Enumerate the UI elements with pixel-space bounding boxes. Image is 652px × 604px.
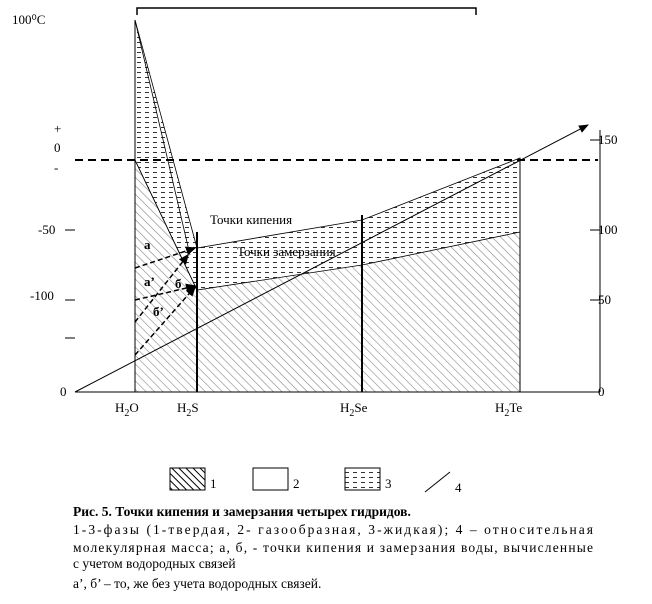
left-label: -100 — [30, 288, 54, 303]
point-label: б’ — [153, 304, 164, 319]
right-label: 50 — [598, 292, 611, 307]
sub: 2 — [186, 408, 191, 419]
mass-line — [74, 124, 589, 393]
point-label: б — [175, 276, 182, 291]
legend-swatch — [169, 467, 206, 491]
part: Se — [354, 400, 367, 415]
compound-labels: H2O H2S H2Se H2Te — [115, 400, 522, 419]
part: H — [495, 400, 504, 415]
bracket — [136, 7, 477, 15]
y-unit: 100⁰C — [12, 12, 45, 27]
caption-line: а’, б’ – то, же без учета водородных свя… — [73, 576, 321, 591]
right-label: 150 — [598, 132, 618, 147]
left-label: - — [54, 160, 58, 175]
legend-swatch — [424, 471, 451, 493]
legend-label: 2 — [293, 476, 300, 491]
caption-title: Рис. 5. Точки кипения и замерзания четыр… — [73, 504, 411, 519]
right-label: 0 — [598, 384, 605, 399]
point-label: а — [144, 237, 151, 252]
left-label: -50 — [38, 222, 55, 237]
part: O — [129, 400, 138, 415]
legend-label: 1 — [210, 476, 217, 491]
left-label: + — [54, 121, 61, 136]
sub: 2 — [349, 408, 354, 419]
part: H — [177, 400, 186, 415]
right-label: 100 — [598, 222, 618, 237]
solid-phase — [135, 160, 520, 392]
point-label: а’ — [144, 274, 155, 289]
sub: 2 — [124, 408, 129, 419]
part: S — [191, 400, 198, 415]
axes — [65, 130, 601, 393]
boiling-label: Точки кипения — [210, 212, 292, 227]
compound: H2Se — [340, 400, 368, 419]
part: H — [340, 400, 349, 415]
water-points — [134, 246, 197, 356]
part: H — [115, 400, 124, 415]
left-label: 0 — [60, 384, 67, 399]
legend-swatch — [344, 467, 381, 491]
caption-line: 1-3-фазы (1-твердая, 2- газообразная, 3-… — [73, 522, 593, 537]
legend-swatch — [252, 467, 289, 491]
caption-line: с учетом водородных связей — [73, 556, 236, 571]
legend-label: 4 — [455, 480, 462, 495]
legend-label: 3 — [385, 476, 392, 491]
legend: 1 2 3 4 — [169, 467, 462, 495]
compound: H2Te — [495, 400, 522, 419]
sub: 2 — [504, 408, 509, 419]
left-label: 0 — [54, 140, 61, 155]
boundary — [134, 159, 198, 291]
compound-lines — [134, 20, 521, 392]
compound: H2O — [115, 400, 139, 419]
part: Te — [509, 400, 522, 415]
compound: H2S — [177, 400, 199, 419]
caption-line: молекулярная масса; а, б, - точки кипени… — [73, 540, 593, 555]
boundary — [134, 19, 191, 256]
freezing-label: Точки замерзания — [237, 244, 336, 259]
